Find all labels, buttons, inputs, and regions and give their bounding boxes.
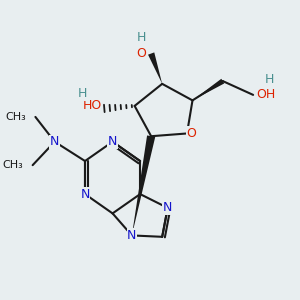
Text: N: N (163, 201, 172, 214)
Text: O: O (186, 127, 196, 140)
Text: H: H (265, 73, 274, 86)
Text: O: O (136, 47, 146, 60)
Text: N: N (50, 135, 59, 148)
Text: N: N (108, 135, 117, 148)
Polygon shape (193, 79, 224, 100)
Text: N: N (127, 229, 136, 242)
Polygon shape (132, 135, 155, 236)
Text: N: N (80, 188, 90, 201)
Text: H: H (137, 31, 146, 44)
Text: CH₃: CH₃ (2, 160, 23, 170)
Text: HO: HO (82, 99, 101, 112)
Text: OH: OH (256, 88, 275, 101)
Text: H: H (78, 87, 87, 100)
Polygon shape (148, 52, 162, 84)
Text: CH₃: CH₃ (5, 112, 26, 122)
